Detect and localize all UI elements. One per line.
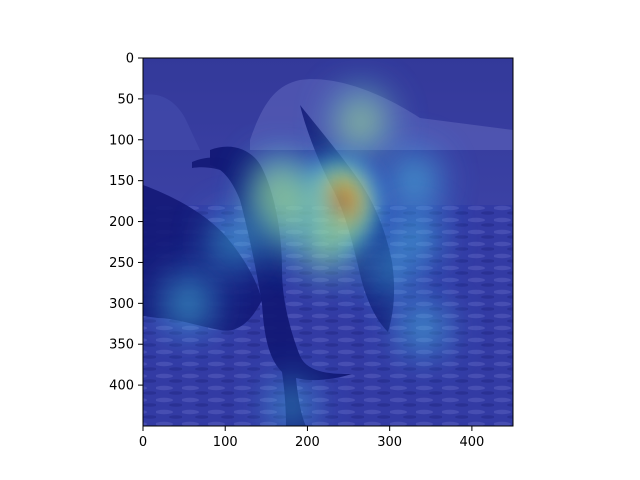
axes-frame: [142, 57, 514, 427]
x-tick-label: 100: [213, 435, 238, 450]
y-axis: 0 50 100 150 200 250 300 350 400: [109, 52, 143, 394]
y-tick-label: 150: [109, 174, 134, 189]
heatmap-hotspot: [153, 262, 224, 345]
y-tick-label: 300: [109, 297, 134, 312]
y-tick-label: 350: [109, 338, 134, 353]
shore-shape: [143, 94, 200, 150]
y-tick-label: 250: [109, 256, 134, 271]
x-tick-label: 400: [459, 435, 484, 450]
y-tick-label: 200: [109, 215, 134, 230]
y-tick-label: 0: [126, 52, 134, 67]
heatmap-hotspot: [379, 139, 450, 222]
x-tick-label: 200: [295, 435, 320, 450]
x-tick-label: 0: [139, 435, 147, 450]
x-axis: 0 100 200 300 400: [139, 426, 484, 450]
heatmap-hotspot: [242, 145, 316, 232]
y-tick-label: 50: [117, 92, 134, 107]
y-tick-label: 100: [109, 133, 134, 148]
heatmap-hotspot: [261, 370, 321, 426]
y-tick-label: 400: [109, 379, 134, 394]
x-tick-label: 300: [377, 435, 402, 450]
heatmap-hotspot: [289, 197, 367, 287]
heatmap-hotspot: [200, 202, 267, 282]
heatmap-hotspot: [324, 78, 398, 165]
heatmap-hotspot: [359, 235, 420, 306]
heatmap-overlay: [143, 58, 513, 426]
plot-area: [143, 58, 513, 426]
heatmap-hotspot: [389, 288, 456, 367]
